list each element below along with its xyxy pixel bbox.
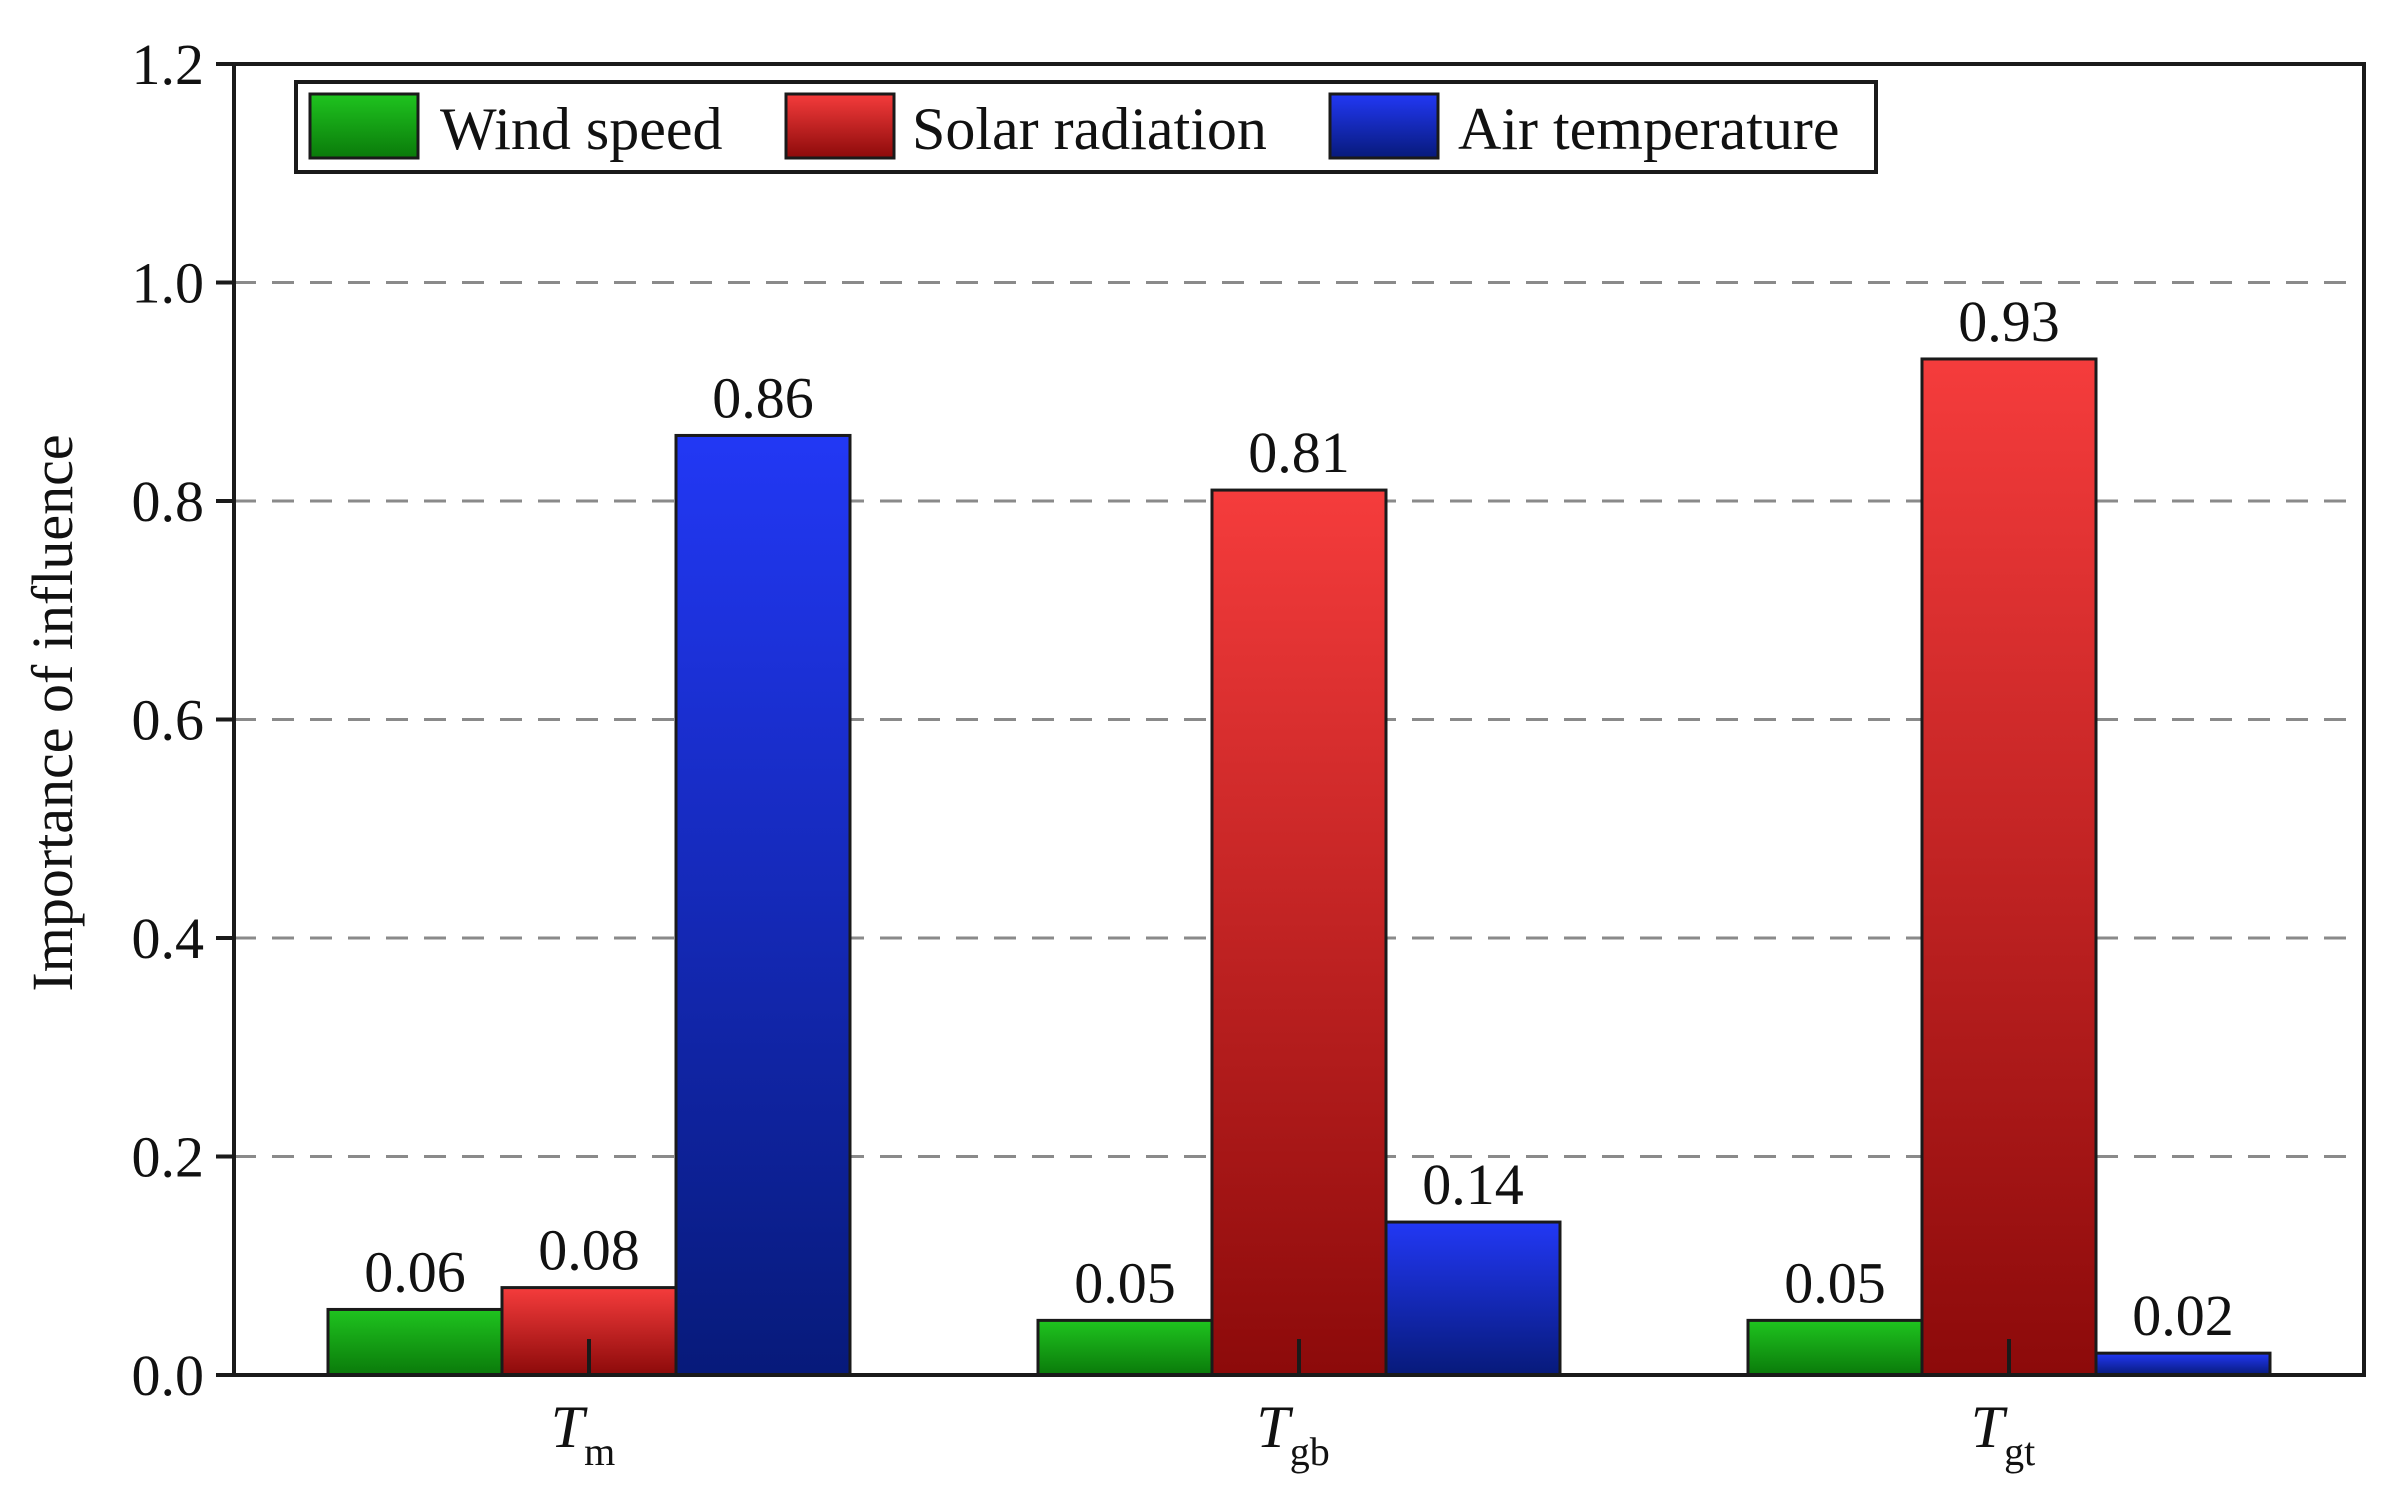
legend-swatch — [308, 92, 420, 160]
data-label: 0.86 — [712, 365, 814, 430]
y-tick-label: 1.0 — [132, 251, 205, 316]
y-tick-label: 1.2 — [132, 32, 205, 97]
y-tick-label: 0.6 — [132, 688, 205, 753]
bar — [1210, 488, 1388, 1377]
legend-swatch — [1328, 92, 1440, 160]
bar — [1920, 357, 2098, 1377]
bar — [674, 433, 852, 1377]
data-label: 0.93 — [1958, 289, 2060, 354]
axes: 0.00.20.40.60.81.01.2Tm Tgb Tgt — [132, 32, 2366, 1474]
x-tick-label-main: T — [551, 1394, 588, 1460]
x-tick-label-main: T — [1256, 1394, 1293, 1460]
data-label: 0.06 — [364, 1239, 466, 1304]
x-tick-label: Tgb — [1256, 1394, 1329, 1474]
data-label: 0.81 — [1248, 420, 1350, 485]
data-label: 0.08 — [538, 1218, 640, 1283]
y-tick-label: 0.4 — [132, 906, 205, 971]
y-axis-title: Importance of influence — [20, 434, 85, 991]
legend-label: Wind speed — [440, 96, 723, 162]
data-label: 0.02 — [2132, 1283, 2234, 1348]
x-tick-label-sub: m — [584, 1429, 615, 1474]
legend-swatch — [784, 92, 896, 160]
bar — [326, 1307, 504, 1377]
bars — [326, 357, 2272, 1377]
legend-label: Air temperature — [1458, 96, 1839, 162]
y-tick-label: 0.8 — [132, 469, 205, 534]
x-tick-label: Tm — [551, 1394, 616, 1474]
legend-label: Solar radiation — [912, 96, 1267, 162]
bar — [1746, 1318, 1924, 1377]
legend-box — [294, 80, 1878, 174]
data-label: 0.05 — [1074, 1250, 1176, 1315]
bar — [1036, 1318, 1214, 1377]
x-tick-label-sub: gt — [2004, 1429, 2035, 1474]
data-labels: 0.06 0.08 0.86 0.05 0.81 0.14 0.05 0.93 0.02 — [364, 289, 2234, 1348]
x-tick-label-sub: gb — [1290, 1429, 1330, 1474]
bar — [1384, 1220, 1562, 1377]
x-tick-label-main: T — [1971, 1394, 2008, 1460]
x-tick-label: Tgt — [1971, 1394, 2036, 1474]
data-label: 0.05 — [1784, 1250, 1886, 1315]
y-tick-label: 0.0 — [132, 1343, 205, 1408]
data-label: 0.14 — [1422, 1152, 1524, 1217]
bar — [2094, 1351, 2272, 1377]
legend: Wind speed Solar radiation Air temperature — [294, 80, 1878, 174]
y-tick-label: 0.2 — [132, 1125, 205, 1190]
